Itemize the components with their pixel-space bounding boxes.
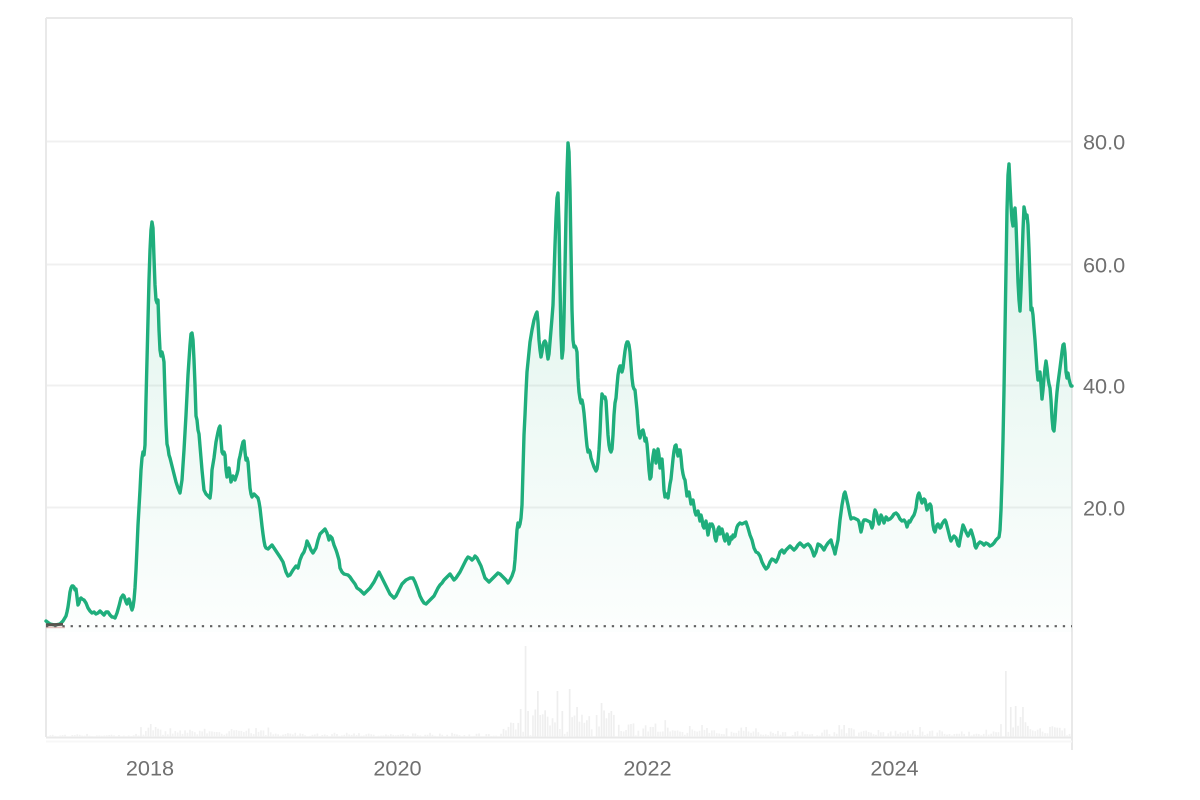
svg-text:2022: 2022 (623, 756, 671, 781)
svg-text:60.0: 60.0 (1083, 253, 1125, 278)
svg-text:2018: 2018 (126, 756, 174, 781)
svg-text:80.0: 80.0 (1083, 130, 1125, 155)
svg-text:2024: 2024 (870, 756, 918, 781)
svg-text:2020: 2020 (373, 756, 421, 781)
svg-text:40.0: 40.0 (1083, 374, 1125, 399)
svg-text:20.0: 20.0 (1083, 496, 1125, 521)
